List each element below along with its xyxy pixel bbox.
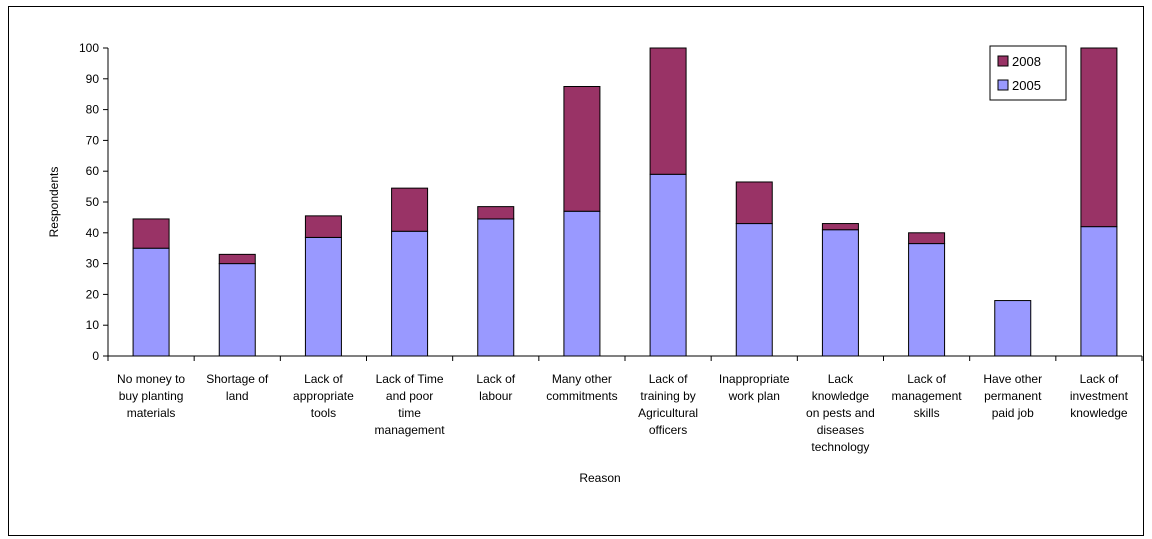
bar-segment-2005 (563, 210, 601, 357)
x-tick-label: Lack knowledge on pests and diseases technol… (806, 372, 875, 454)
y-tick-label: 20 (86, 287, 100, 301)
bar-segment-2005 (477, 218, 515, 357)
x-tick-label: Lack of labour (476, 372, 515, 403)
x-tick-label: Lack of Time and poor time management (375, 372, 446, 437)
bar-segment-2008 (218, 253, 256, 265)
bar-segment-2008 (908, 232, 946, 245)
bar-segment-2008 (821, 223, 859, 231)
y-tick-label: 50 (86, 195, 100, 209)
bars (132, 47, 1118, 357)
y-tick-label: 70 (86, 133, 100, 147)
bar-segment-2008 (391, 187, 429, 232)
bar-segment-2005 (649, 173, 687, 357)
bar-segment-2005 (218, 263, 256, 357)
bar-segment-2005 (1080, 226, 1118, 357)
x-tick-label: Inappropriate work plan (719, 372, 790, 403)
bar-segment-2005 (821, 229, 859, 357)
bar-segment-2008 (132, 218, 170, 249)
x-tick-label: Shortage of land (206, 372, 269, 403)
x-tick-label: Lack of management skills (892, 372, 963, 420)
y-tick-label: 100 (79, 41, 99, 55)
bar-segment-2005 (304, 236, 342, 357)
legend-box (989, 45, 1067, 101)
x-axis-title: Reason (579, 471, 620, 485)
y-tick-label: 80 (86, 103, 100, 117)
bar-segment-2005 (994, 300, 1032, 357)
bar-segment-2008 (304, 215, 342, 238)
y-tick-label: 30 (86, 257, 100, 271)
x-tick-label: Have other permanent paid job (983, 372, 1042, 420)
legend-label-2005: 2005 (1012, 78, 1041, 93)
x-tick-label: Many other commitments (546, 372, 617, 403)
legend-swatch-2005 (997, 79, 1009, 91)
x-tick-label: Lack of investment knowledge (1070, 372, 1129, 420)
bar-segment-2005 (735, 223, 773, 357)
x-tick-label: Lack of appropriate tools (293, 372, 354, 420)
x-axis: No money to buy planting materials Shortage… (107, 355, 1143, 454)
bar-segment-2008 (1080, 47, 1118, 228)
bar-segment-2008 (649, 47, 687, 175)
y-tick-label: 90 (86, 72, 100, 86)
bar-segment-2008 (735, 181, 773, 225)
bar-segment-2005 (391, 230, 429, 357)
bar-segment-2008 (563, 86, 601, 212)
bar-segment-2005 (132, 247, 170, 357)
x-tick-label: No money to buy planting materials (117, 372, 185, 420)
legend: 2008 2005 (989, 45, 1067, 101)
y-axis: 0 10 20 30 40 50 60 70 80 90 100 (79, 41, 109, 363)
y-tick-label: 40 (86, 226, 100, 240)
x-tick-label: Lack of training by Agricultural officers (638, 372, 698, 437)
y-tick-label: 60 (86, 164, 100, 178)
legend-label-2008: 2008 (1012, 54, 1041, 69)
bar-segment-2005 (908, 243, 946, 357)
legend-swatch-2008 (997, 55, 1009, 67)
y-tick-label: 0 (92, 349, 99, 363)
bar-segment-2008 (477, 206, 515, 220)
y-tick-label: 10 (86, 318, 100, 332)
y-axis-title: Respondents (47, 167, 61, 238)
